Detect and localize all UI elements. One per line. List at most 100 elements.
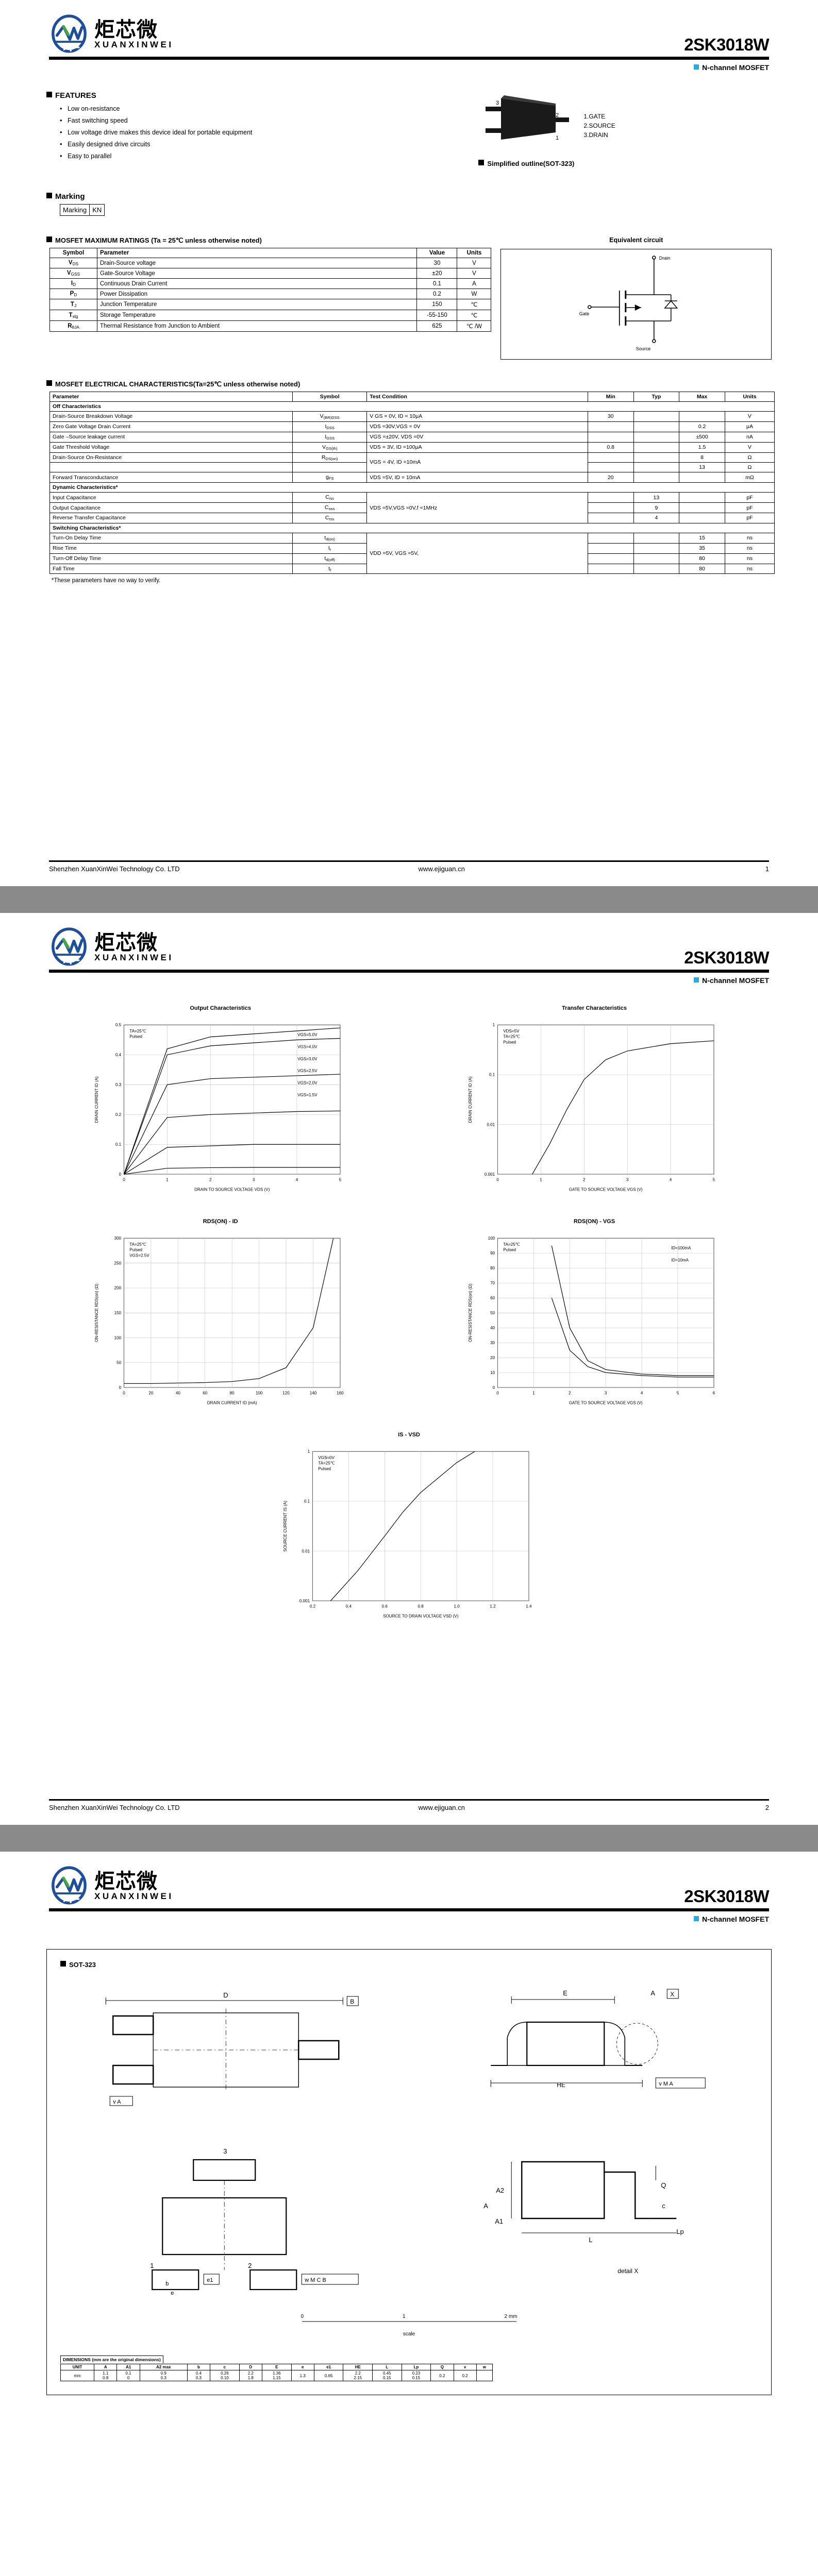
- chart-curve-label: VGS=3.0V: [297, 1057, 318, 1061]
- svg-text:A2: A2: [496, 2187, 504, 2194]
- table-row: Gate Threshold Voltage VGS(th) VDS = 3V, I…: [49, 442, 775, 453]
- table-row: Fall Time tf 80 ns: [49, 563, 775, 574]
- marking-table: Marking KN: [59, 204, 105, 216]
- svg-text:1: 1: [540, 1178, 542, 1182]
- cell-symbol: td(off): [292, 553, 368, 564]
- sot323-title: SOT-323: [69, 1961, 96, 1969]
- chart-plot: 0 1 2 3 4 5 60102030405060708090100TA=25℃Pulse…: [468, 1236, 715, 1405]
- table-header-row: Parameter Symbol Test Condition Min Typ …: [49, 392, 775, 402]
- blue-square-icon: [694, 64, 699, 70]
- sot323-package-drawing: 3 2 1: [478, 88, 576, 152]
- cell-test-condition: VGS =±20V, VDS =0V: [366, 431, 588, 443]
- cross-section-view: E A X: [420, 1982, 758, 2119]
- pin-label: 1.GATE: [583, 113, 606, 120]
- chart-annotation: VGS=2.5V: [129, 1253, 149, 1258]
- dim-col-header: Lp: [401, 2364, 431, 2370]
- dim-col-header: A: [94, 2364, 118, 2370]
- cell-max: [679, 472, 725, 483]
- cell-parameter: Thermal Resistance from Junction to Ambi…: [96, 320, 418, 332]
- cell-symbol: TJ: [49, 299, 97, 311]
- chart-plot: 0.2 0.4 0.6 0.8 1.0 1.2 1.4 0.001 0.01 0.1 1 VGS=0V…: [283, 1449, 532, 1619]
- chart-curve-label: VGS=2.0V: [297, 1081, 318, 1086]
- scale-tick: 2 mm: [504, 2314, 517, 2319]
- chart-series: [123, 1027, 340, 1175]
- svg-text:0.3: 0.3: [115, 1082, 122, 1087]
- cell-parameter: Output Capacitance: [49, 502, 293, 513]
- cell-units: ns: [724, 543, 775, 554]
- chart-is-vs-vsd: IS - VSD 0.2 0.4 0.6 0.8 1.0 1.2 1.4 0.001 0.01 0.…: [235, 1432, 583, 1628]
- cell-units: ns: [724, 553, 775, 564]
- cell-units: pF: [724, 492, 775, 503]
- chart-series: [532, 1040, 714, 1175]
- svg-text:detail X: detail X: [617, 2267, 638, 2275]
- chart-annotation: TA=25℃: [504, 1242, 521, 1247]
- dim-cell: 0.65: [313, 2370, 344, 2381]
- chart-series: [123, 1038, 340, 1175]
- max-ratings-body: VDS Drain-Source voltage 30 V VGSS Gate-Sourc…: [49, 257, 492, 332]
- svg-text:1: 1: [150, 2262, 154, 2269]
- cell-symbol: Coss: [292, 502, 368, 513]
- cell-test-condition: VGS = 4V, ID =10mA: [366, 452, 588, 473]
- svg-text:20: 20: [148, 1391, 153, 1396]
- table-row: mm 1.1 0.8 0.1 0 0.9 0.3 0.4 0.3 0.26 0.10 2.2 1.8 1.…: [60, 2370, 493, 2381]
- page-2-footer: Shenzhen XuanXinWei Technology Co. LTD w…: [49, 1799, 769, 1811]
- feature-item: Easily designed drive circuits: [60, 139, 454, 150]
- cell-typ: [633, 431, 680, 443]
- chart-xlabel: GATE TO SOURCE VOLTAGE VGS (V): [569, 1188, 643, 1192]
- cell-typ: 4: [633, 513, 680, 523]
- page-separator: [0, 886, 818, 913]
- cell-symbol: IDSS: [292, 421, 368, 432]
- footer-url[interactable]: www.ejiguan.cn: [418, 865, 465, 873]
- part-type-row: N-channel MOSFET: [0, 60, 818, 72]
- col-value: Value: [416, 248, 458, 258]
- table-row: PD Power Dissipation 0.2 W: [49, 289, 492, 300]
- chart-xlabel: DRAIN TO SOURCE VOLTAGE VDS (V): [194, 1188, 270, 1192]
- svg-text:3: 3: [253, 1178, 255, 1182]
- cell-value: 0.1: [416, 278, 458, 290]
- dim-cell: [476, 2370, 493, 2381]
- cell-parameter: Input Capacitance: [49, 492, 293, 503]
- footer-url[interactable]: www.ejiguan.cn: [418, 1804, 465, 1811]
- dim-cell: 1.1 0.8: [94, 2370, 118, 2381]
- cell-test-condition: VDS = 3V, ID =100μA: [366, 442, 588, 453]
- chart-series: [124, 1144, 340, 1175]
- cell-value: -55-150: [416, 310, 458, 321]
- part-type-label: N-channel MOSFET: [702, 63, 769, 72]
- svg-text:2: 2: [248, 2262, 252, 2269]
- cell-symbol: Ciss: [292, 492, 368, 503]
- simplified-outline-heading: Simplified outline(SOT-323): [478, 160, 772, 167]
- cell-typ: [633, 452, 680, 463]
- svg-text:Source: Source: [636, 346, 651, 351]
- svg-text:100: 100: [114, 1335, 122, 1340]
- dim-cell: 0.23 0.15: [401, 2370, 431, 2381]
- dim-col-header: D: [239, 2364, 262, 2370]
- cell-units: mΩ: [724, 472, 775, 483]
- table-row: Drain-Source Breakdown Voltage V(BR)DSS V …: [49, 411, 775, 422]
- feature-item: Low voltage drive makes this device idea…: [60, 127, 454, 139]
- dim-cell: 0.2: [453, 2370, 477, 2381]
- col-parameter: Parameter: [49, 392, 293, 402]
- chart-annotation: Pulsed: [129, 1248, 142, 1252]
- svg-text:0: 0: [119, 1385, 122, 1390]
- cell-units: pF: [724, 502, 775, 513]
- chart-title: Transfer Characteristics: [562, 1005, 627, 1011]
- cell-max: [679, 502, 725, 513]
- cell-symbol: tr: [292, 543, 368, 554]
- page-1-footer: Shenzhen XuanXinWei Technology Co. LTD w…: [49, 860, 769, 873]
- svg-text:0.001: 0.001: [299, 1599, 310, 1603]
- cell-symbol: RDS(on): [292, 452, 368, 463]
- cell-min: 0.8: [587, 442, 634, 453]
- cell-symbol: Crss: [292, 513, 368, 523]
- feature-item: Low on-resistance: [60, 103, 454, 115]
- pin-label: 3.DRAIN: [583, 131, 608, 139]
- cell-min: [587, 431, 634, 443]
- features-section: FEATURES Low on-resistance Fast switchin…: [46, 91, 454, 171]
- cell-units: ns: [724, 532, 775, 544]
- cell-symbol: tf: [292, 563, 368, 574]
- xuanxinwei-logo-icon: [49, 14, 89, 55]
- footer-company: Shenzhen XuanXinWei Technology Co. LTD: [49, 1804, 180, 1811]
- chart-curve-label: ID=100mA: [671, 1246, 691, 1250]
